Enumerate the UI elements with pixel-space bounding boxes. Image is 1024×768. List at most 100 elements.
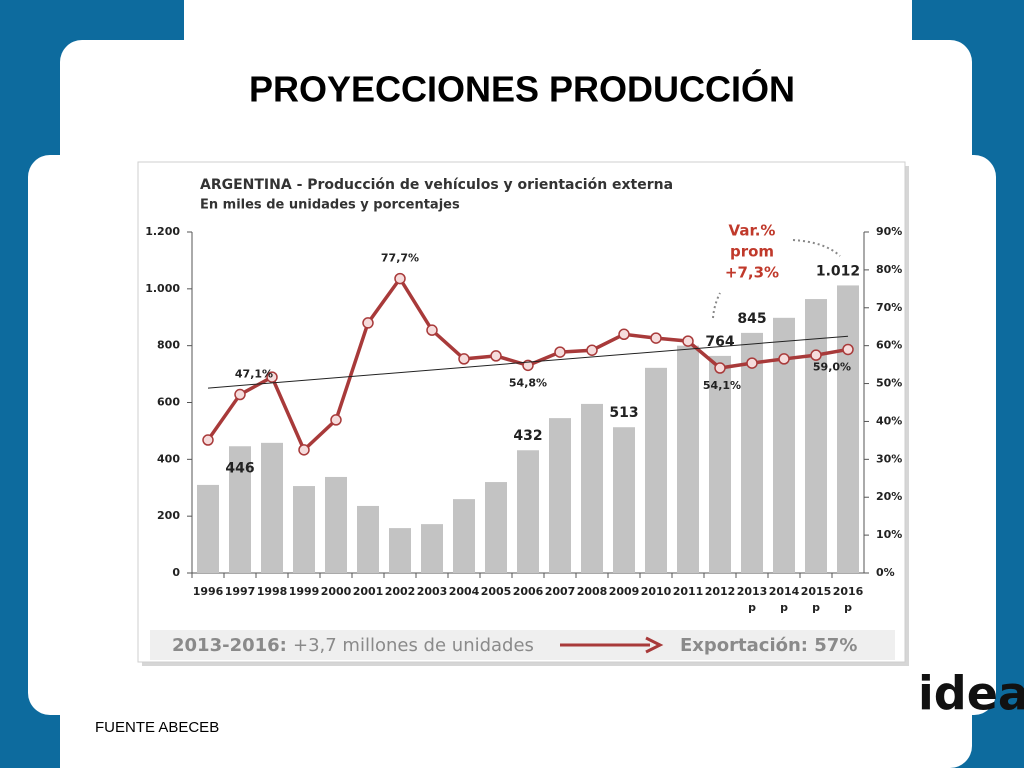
x-tick-label: 1996 (193, 585, 224, 598)
x-tick-note: p (748, 601, 756, 614)
y-tick-label: 400 (157, 452, 180, 465)
x-tick-label: 2004 (449, 585, 480, 598)
x-tick-label: 2011 (673, 585, 704, 598)
bar (293, 486, 315, 573)
marker (458, 353, 470, 365)
marker (586, 344, 598, 356)
data-label: 47,1% (235, 368, 273, 381)
bar (837, 285, 859, 573)
y-tick-label: 1.000 (145, 282, 180, 295)
trend-line (207, 335, 849, 389)
marker (522, 359, 534, 372)
x-tick-label: 2012 (705, 585, 736, 598)
x-tick-note: p (780, 601, 788, 614)
bar (805, 299, 827, 573)
bar (549, 418, 571, 573)
bar (709, 355, 731, 573)
y-tick-label: 800 (157, 339, 180, 352)
marker (394, 272, 406, 285)
x-tick-label: 2014 (769, 585, 800, 598)
bar (389, 528, 411, 573)
logo: idea (918, 667, 1024, 721)
x-tick-note: p (844, 601, 852, 614)
annotation: +7,3% (725, 264, 779, 282)
marker (778, 353, 790, 365)
marker (426, 324, 438, 336)
banner (150, 630, 895, 660)
chart-title: ARGENTINA - Producción de vehículos y or… (200, 177, 673, 193)
data-label: 54,8% (509, 376, 547, 389)
bar (613, 427, 635, 573)
bar (773, 317, 795, 573)
banner-left: +3,7 millones de unidades (293, 635, 534, 656)
data-label: 77,7% (381, 252, 419, 265)
y2-tick-label: 0% (876, 566, 895, 579)
marker (842, 343, 854, 356)
data-label: 764 (705, 334, 734, 350)
marker (746, 357, 758, 369)
y2-tick-label: 20% (876, 490, 902, 503)
marker (362, 317, 374, 329)
x-tick-label: 2010 (641, 585, 672, 598)
x-tick-label: 2000 (321, 585, 352, 598)
x-tick-label: 2002 (385, 585, 416, 598)
chart-subtitle: En miles de unidades y porcentajes (200, 198, 460, 213)
x-tick-label: 2009 (609, 585, 640, 598)
x-tick-label: 1998 (257, 585, 288, 598)
x-tick-label: 2008 (577, 585, 608, 598)
marker (810, 349, 822, 361)
bar (197, 484, 219, 573)
x-tick-label: 1999 (289, 585, 320, 598)
annotation: Var.% (729, 222, 776, 240)
y2-tick-label: 50% (876, 377, 902, 390)
x-tick-label: 1997 (225, 585, 256, 598)
x-tick-label: 2003 (417, 585, 448, 598)
y2-tick-label: 60% (876, 339, 902, 352)
data-label: 54,1% (703, 379, 741, 392)
marker (234, 388, 246, 401)
bar (229, 446, 251, 573)
bar (645, 367, 667, 573)
bar (357, 505, 379, 573)
x-tick-label: 2016 (833, 585, 864, 598)
x-tick-label: 2006 (513, 585, 544, 598)
bar (581, 403, 603, 573)
marker (714, 362, 726, 374)
banner-left-bold: 2013-2016: (172, 635, 287, 656)
data-label: 446 (225, 460, 254, 476)
marker (202, 434, 214, 446)
x-tick-label: 2007 (545, 585, 576, 598)
marker (266, 371, 278, 383)
x-tick-label: 2013 (737, 585, 768, 598)
marker (330, 414, 342, 426)
marker (554, 346, 566, 358)
y-tick-label: 200 (157, 509, 180, 522)
y-tick-label: 0 (172, 566, 180, 579)
marker (682, 335, 694, 347)
x-tick-label: 2005 (481, 585, 512, 598)
marker (618, 328, 630, 341)
footer: FUENTE ABECEB (95, 719, 219, 736)
annotation: prom (730, 243, 774, 261)
y-tick-label: 1.200 (145, 225, 180, 238)
y2-tick-label: 30% (876, 452, 902, 465)
bar (517, 450, 539, 573)
marker (650, 332, 662, 344)
panel-foot (60, 690, 145, 768)
x-tick-label: 2001 (353, 585, 384, 598)
banner-arrowhead (645, 636, 664, 654)
y2-tick-label: 70% (876, 301, 902, 314)
bar (421, 524, 443, 573)
annotation-arrow (792, 239, 841, 257)
x-tick-note: p (812, 601, 820, 614)
banner-right: Exportación: 57% (680, 635, 857, 656)
marker (298, 444, 310, 456)
y-tick-label: 600 (157, 396, 180, 409)
x-tick-label: 2015 (801, 585, 832, 598)
data-label: 1.012 (816, 263, 860, 279)
bar (261, 442, 283, 573)
bar (741, 332, 763, 573)
data-label: 59,0% (813, 360, 851, 373)
